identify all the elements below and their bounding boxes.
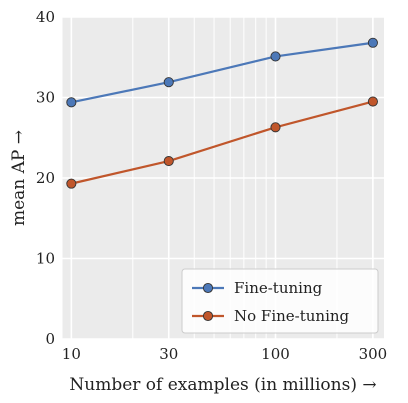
x-tick-label: 10 [62, 345, 81, 363]
data-point [163, 156, 174, 167]
series-line-2 [71, 100, 374, 185]
legend-marker-swatch [202, 310, 214, 322]
legend-label: No Fine-tuning [234, 307, 350, 325]
ticks: 10 30 100 300 0 10 20 30 40 [36, 8, 387, 363]
legend-entry: Fine-tuning [192, 279, 323, 297]
data-point [163, 77, 174, 88]
series-layer [66, 37, 378, 189]
legend: Fine-tuning No Fine-tuning [181, 268, 379, 334]
data-point [367, 96, 378, 107]
y-tick-label: 40 [36, 8, 55, 26]
data-point [270, 51, 281, 62]
y-axis-title: mean AP → [9, 130, 29, 226]
y-tick-label: 0 [45, 330, 55, 348]
y-tick-label: 20 [36, 169, 55, 187]
y-tick-label: 10 [36, 250, 55, 268]
legend-box [181, 268, 379, 334]
x-tick-label: 100 [261, 345, 290, 363]
legend-label: Fine-tuning [234, 279, 323, 297]
legend-entry: No Fine-tuning [192, 307, 350, 325]
data-point [66, 97, 77, 108]
data-point [367, 37, 378, 48]
x-tick-label: 300 [359, 345, 388, 363]
data-point [66, 178, 77, 189]
legend-marker-swatch [202, 282, 214, 294]
x-axis-title: Number of examples (in millions) → [69, 375, 376, 395]
data-point [270, 122, 281, 133]
series-line-1 [71, 41, 374, 104]
y-tick-label: 30 [36, 89, 55, 107]
x-tick-label: 30 [159, 345, 178, 363]
